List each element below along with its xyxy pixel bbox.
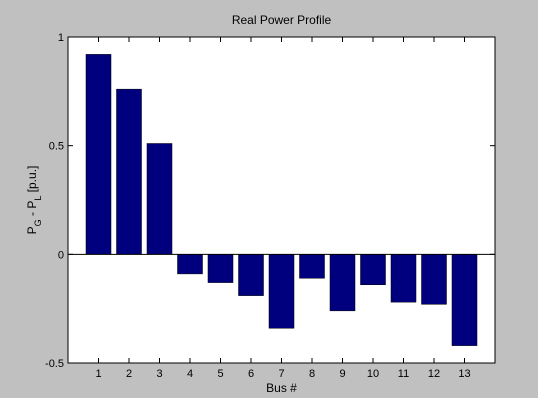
bar-bus-5 — [207, 254, 234, 283]
y-tick-label: 1 — [58, 32, 64, 44]
x-tick-label: 4 — [187, 368, 193, 380]
x-tick-label: 1 — [95, 368, 101, 380]
x-tick-label: 11 — [398, 368, 409, 380]
bar-bus-4 — [177, 254, 203, 275]
bar-bus-11 — [390, 254, 417, 303]
bar-bus-1 — [85, 54, 112, 255]
x-tick-label: 12 — [428, 368, 440, 380]
bar-bus-13 — [451, 254, 478, 346]
bar-bus-7 — [268, 254, 295, 329]
chart-title: Real Power Profile — [232, 13, 332, 27]
bar-bus-9 — [329, 254, 356, 312]
bars-group — [85, 54, 478, 346]
bar-bus-2 — [116, 88, 142, 255]
x-tick-label: 8 — [309, 368, 315, 380]
x-tick-label: 7 — [278, 368, 284, 380]
x-tick-label: 9 — [339, 368, 345, 380]
y-axis: -0.5 0 0.5 1 — [45, 32, 495, 370]
bar-bus-8 — [299, 254, 325, 279]
y-tick-label: 0 — [58, 249, 64, 261]
bar-bus-3 — [146, 143, 173, 255]
y-axis-label: PG - PL [p.u.] — [25, 166, 43, 235]
x-tick-label: 2 — [126, 368, 132, 380]
x-tick-label: 13 — [458, 368, 470, 380]
x-tick-label: 5 — [217, 368, 223, 380]
y-tick-label: 0.5 — [49, 141, 64, 153]
bar-bus-12 — [421, 254, 447, 305]
bar-bus-10 — [360, 254, 386, 286]
x-tick-label: 6 — [248, 368, 254, 380]
x-axis: 1 2 3 4 5 6 7 8 9 10 11 12 13 — [95, 37, 471, 380]
bar-bus-6 — [238, 254, 264, 296]
x-tick-label: 3 — [156, 368, 162, 380]
x-axis-label: Bus # — [266, 381, 297, 395]
y-tick-label: -0.5 — [45, 358, 64, 370]
x-tick-label: 10 — [367, 368, 379, 380]
